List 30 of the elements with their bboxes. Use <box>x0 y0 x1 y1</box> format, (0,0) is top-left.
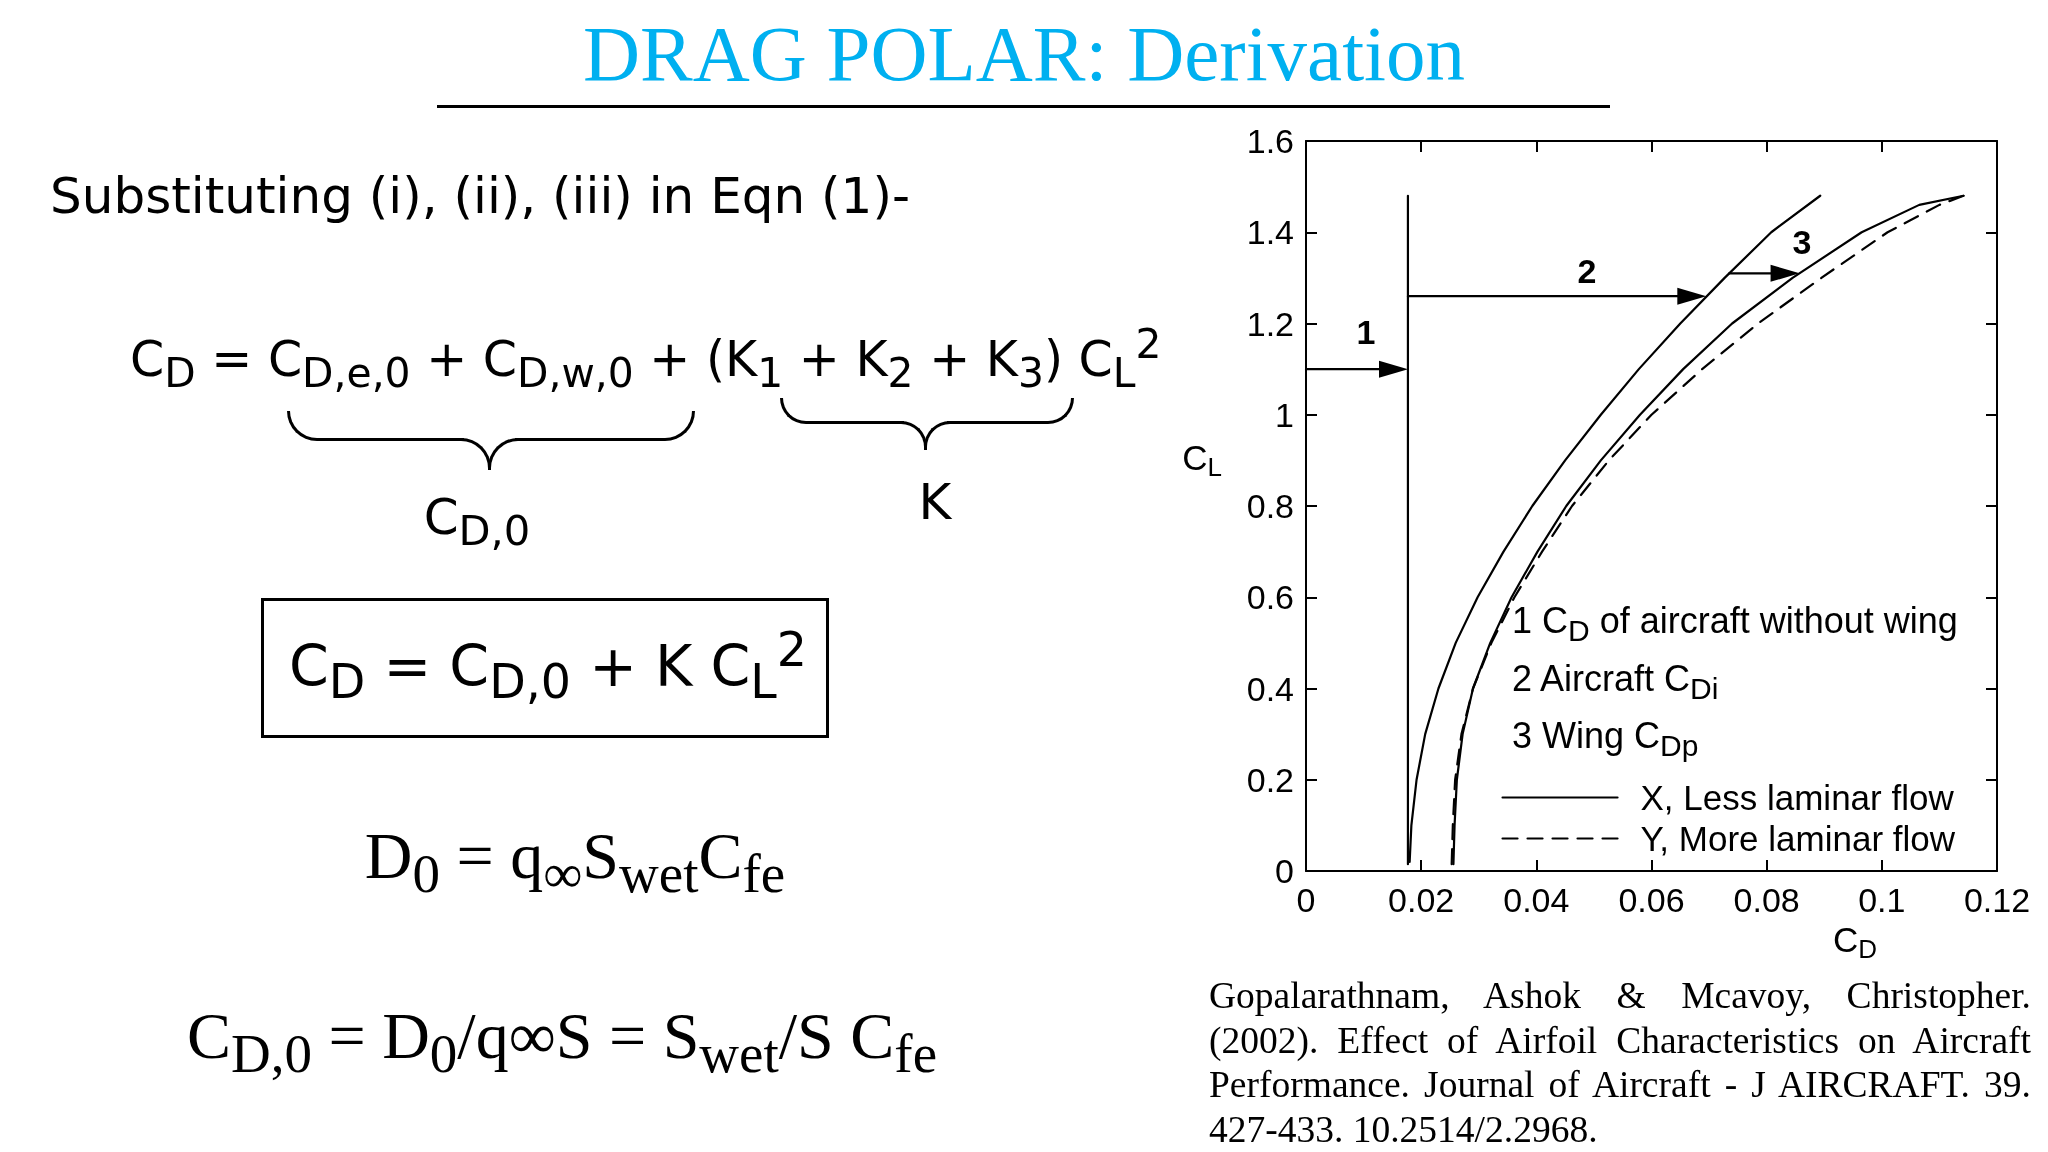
y-tick-label: 0 <box>1275 852 1294 890</box>
y-tick-label: 0.4 <box>1246 669 1294 708</box>
legend-label: Y, More laminar flow <box>1640 819 1956 858</box>
y-tick-label: 1.4 <box>1246 213 1294 252</box>
annotation: 1 <box>1356 313 1376 352</box>
x-tick-label: 0.04 <box>1503 881 1570 919</box>
text: Substituting (i), (ii), (iii) in Eqn (1)- <box>50 166 910 225</box>
x-tick-label: 0.02 <box>1388 881 1455 919</box>
annotation: 3 Wing C$_{Dp}$ <box>1512 714 1699 763</box>
chart-title: DRAG POLAR: Derivation <box>581 9 1467 99</box>
text: Gopalarathnam, Ashok & Mcavoy, Christopher. (2002). Effect of Airfoil Characteristics on Aircraft Performance. Journal of Aircraft - J AIRCRAFT. 39. 427-433. 10.2514/2.2968. <box>1209 974 2031 1152</box>
text: C$_{D,0}$ = D$_{0}$/q∞S = S$_{wet}$/S C$_{fe}$ <box>186 998 938 1085</box>
y-tick-label: 1 <box>1275 395 1294 434</box>
y-tick-label: 0.6 <box>1246 578 1294 617</box>
annotation: 2 <box>1577 252 1597 291</box>
y-tick-label: 1.2 <box>1246 304 1294 343</box>
annotation: 2 Aircraft C$_{Di}$ <box>1512 657 1719 706</box>
text: C$_{D,0}$ <box>423 488 531 556</box>
y-tick-label: 1.6 <box>1246 122 1294 160</box>
annotation: 1 C$_{D}$ of aircraft without wing <box>1512 599 1958 648</box>
text: K <box>918 472 952 531</box>
x-tick-label: 0.06 <box>1618 881 1685 919</box>
y-tick-label: 0.2 <box>1246 760 1294 799</box>
x-tick-label: 0.1 <box>1858 881 1906 919</box>
y-tick-label: 0.8 <box>1246 487 1294 525</box>
x-tick-label: 0.08 <box>1733 881 1800 919</box>
legend-label: X, Less laminar flow <box>1640 778 1955 817</box>
x-tick-label: 0.12 <box>1963 881 2031 919</box>
annotation: 3 <box>1792 223 1812 262</box>
text: D$_{0}$ = q$_{∞}$S$_{wet}$C$_{fe}$ <box>364 818 786 905</box>
